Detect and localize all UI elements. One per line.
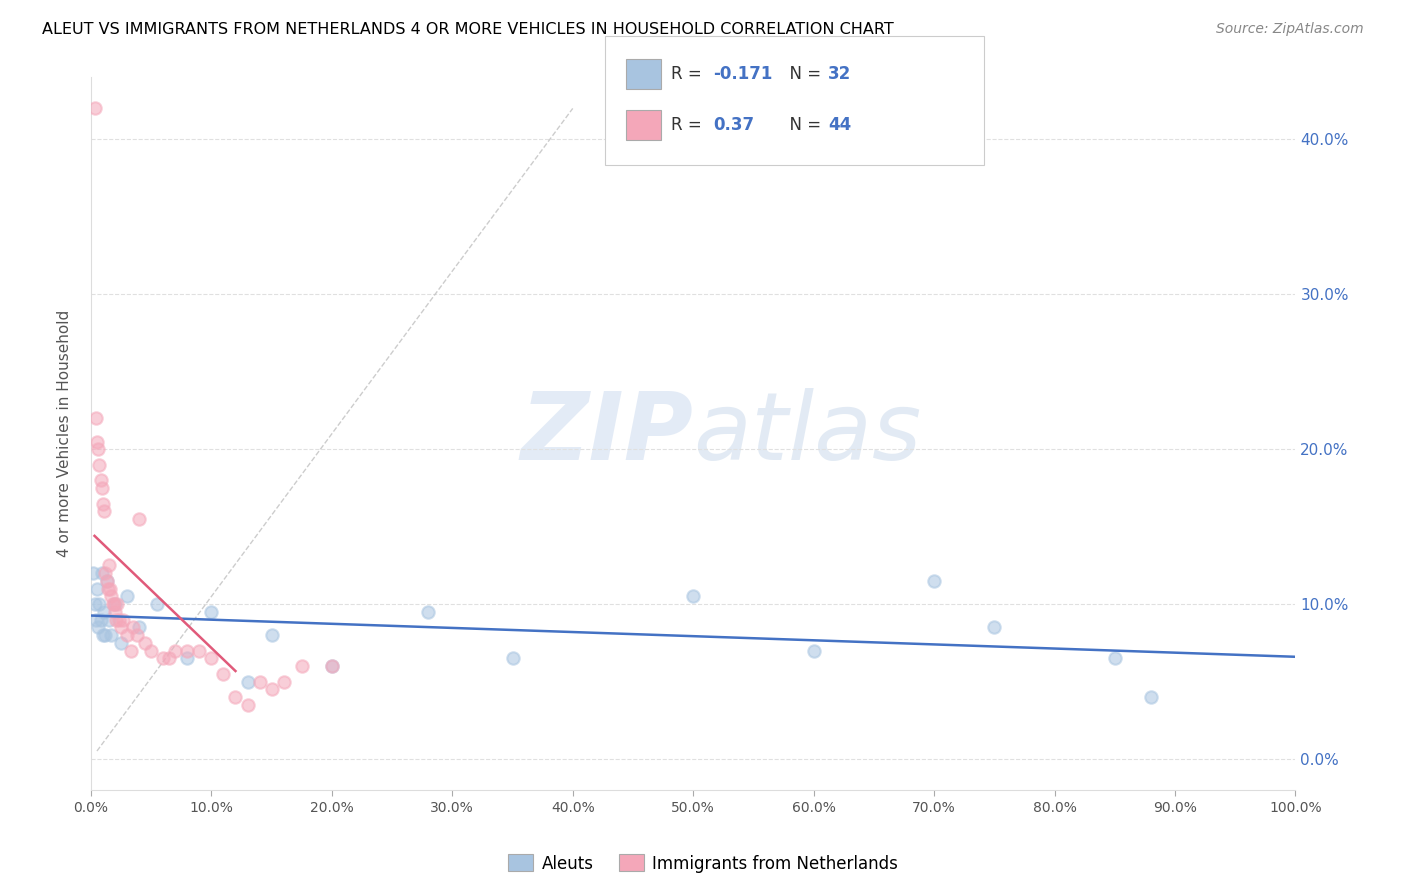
Point	[84, 411, 107, 425]
Point	[107, 613, 129, 627]
Point	[100, 628, 122, 642]
Text: ALEUT VS IMMIGRANTS FROM NETHERLANDS 4 OR MORE VEHICLES IN HOUSEHOLD CORRELATION: ALEUT VS IMMIGRANTS FROM NETHERLANDS 4 O…	[42, 22, 894, 37]
Text: R =: R =	[671, 65, 707, 83]
Point	[115, 628, 138, 642]
Text: N =: N =	[779, 65, 827, 83]
Point	[98, 613, 121, 627]
Point	[236, 674, 259, 689]
Point	[176, 651, 198, 665]
Point	[134, 636, 156, 650]
Point	[165, 643, 187, 657]
Point	[141, 643, 163, 657]
Point	[96, 574, 118, 588]
Point	[98, 582, 121, 596]
Point	[128, 512, 150, 526]
Point	[224, 690, 246, 705]
Point	[176, 643, 198, 657]
Point	[152, 651, 174, 665]
Point	[128, 620, 150, 634]
Text: 32: 32	[828, 65, 852, 83]
Point	[125, 628, 148, 642]
Point	[86, 434, 108, 449]
Point	[93, 504, 115, 518]
Text: N =: N =	[779, 116, 827, 134]
Point	[502, 651, 524, 665]
Point	[273, 674, 295, 689]
Point	[200, 651, 222, 665]
Point	[120, 643, 142, 657]
Point	[105, 613, 128, 627]
Point	[260, 628, 283, 642]
Text: ZIP: ZIP	[520, 388, 693, 480]
Point	[90, 566, 112, 581]
Point	[90, 481, 112, 495]
Point	[321, 659, 343, 673]
Point	[1104, 651, 1126, 665]
Point	[321, 659, 343, 673]
Point	[100, 590, 122, 604]
Point	[188, 643, 211, 657]
Point	[94, 628, 117, 642]
Point	[101, 597, 124, 611]
Point	[115, 590, 138, 604]
Point	[110, 636, 132, 650]
Point	[110, 620, 132, 634]
Text: atlas: atlas	[693, 388, 921, 479]
Text: 44: 44	[828, 116, 852, 134]
Point	[236, 698, 259, 712]
Point	[104, 597, 127, 611]
Point	[146, 597, 169, 611]
Point	[104, 605, 127, 619]
Point	[96, 574, 118, 588]
Point	[82, 566, 104, 581]
Point	[212, 667, 235, 681]
Legend: Aleuts, Immigrants from Netherlands: Aleuts, Immigrants from Netherlands	[502, 847, 904, 880]
Point	[418, 605, 440, 619]
Point	[1140, 690, 1163, 705]
Point	[83, 597, 105, 611]
Point	[260, 682, 283, 697]
Point	[87, 620, 110, 634]
Point	[291, 659, 314, 673]
Point	[122, 620, 145, 634]
Point	[922, 574, 945, 588]
Text: 0.37: 0.37	[713, 116, 754, 134]
Point	[90, 613, 112, 627]
Point	[107, 597, 129, 611]
Point	[91, 496, 114, 510]
Text: -0.171: -0.171	[713, 65, 772, 83]
Point	[90, 473, 112, 487]
Point	[98, 558, 121, 573]
Point	[83, 102, 105, 116]
Point	[93, 605, 115, 619]
Point	[103, 597, 125, 611]
Y-axis label: 4 or more Vehicles in Household: 4 or more Vehicles in Household	[58, 310, 72, 558]
Point	[86, 582, 108, 596]
Point	[97, 582, 120, 596]
Point	[682, 590, 704, 604]
Point	[157, 651, 180, 665]
Point	[91, 628, 114, 642]
Point	[249, 674, 271, 689]
Point	[87, 442, 110, 457]
Point	[200, 605, 222, 619]
Point	[803, 643, 825, 657]
Point	[112, 613, 135, 627]
Point	[89, 458, 111, 472]
Point	[94, 566, 117, 581]
Point	[983, 620, 1005, 634]
Point	[89, 597, 111, 611]
Text: R =: R =	[671, 116, 707, 134]
Text: Source: ZipAtlas.com: Source: ZipAtlas.com	[1216, 22, 1364, 37]
Point	[84, 613, 107, 627]
